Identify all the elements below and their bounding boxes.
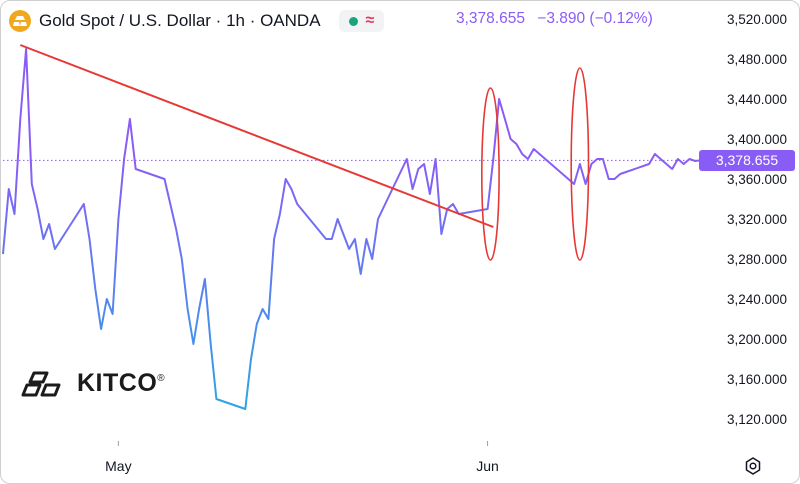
- y-tick-label: 3,200.000: [727, 332, 787, 347]
- gear-icon[interactable]: [743, 456, 763, 476]
- quote-readout: 3,378.655 −3.890 (−0.12%): [456, 10, 653, 28]
- x-tick-label: Jun: [476, 458, 499, 474]
- instrument-title: Gold Spot / U.S. Dollar · 1h · OANDA: [39, 11, 321, 30]
- price-line: [2, 48, 702, 410]
- indicator-icon: ≈: [365, 12, 375, 29]
- kitco-logo-text: KITCO: [77, 369, 158, 397]
- last-price-marker: 3,378.655: [699, 150, 795, 171]
- y-tick-label: 3,280.000: [727, 252, 787, 267]
- price-change: −3.890 (−0.12%): [537, 10, 653, 27]
- last-price: 3,378.655: [456, 10, 525, 27]
- y-tick-label: 3,240.000: [727, 292, 787, 307]
- x-tick-label: May: [105, 458, 131, 474]
- gold-bar-icon: [9, 10, 31, 32]
- kitco-logo: KITCO ®: [21, 369, 165, 398]
- registered-mark: ®: [157, 373, 165, 384]
- indicator-pill[interactable]: ≈: [338, 10, 385, 32]
- y-tick-label: 3,480.000: [727, 52, 787, 67]
- y-tick-label: 3,120.000: [727, 412, 787, 427]
- trendline: [19, 44, 494, 228]
- y-tick-label: 3,320.000: [727, 212, 787, 227]
- y-tick-label: 3,400.000: [727, 132, 787, 147]
- y-tick-label: 3,360.000: [727, 172, 787, 187]
- highlight-ellipse: [570, 67, 590, 261]
- chart-header: Gold Spot / U.S. Dollar · 1h · OANDA ≈: [9, 9, 385, 33]
- market-status-dot: [348, 16, 358, 26]
- highlight-ellipse: [480, 87, 500, 261]
- y-tick-label: 3,440.000: [727, 92, 787, 107]
- y-tick-label: 3,520.000: [727, 12, 787, 27]
- y-tick-label: 3,160.000: [727, 372, 787, 387]
- kitco-logo-mark: [21, 371, 61, 396]
